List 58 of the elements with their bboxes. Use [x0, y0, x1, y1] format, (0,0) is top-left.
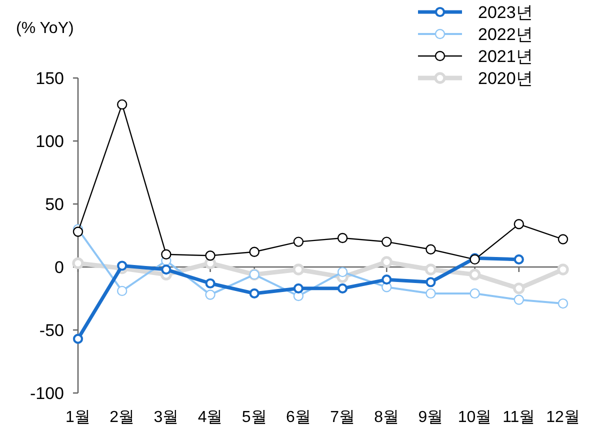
y-tick-label: 0: [54, 258, 64, 277]
x-tick-label: 6월: [286, 409, 311, 426]
x-tick-label: 8월: [374, 409, 400, 426]
legend-label: 2022년: [478, 25, 533, 44]
point: [558, 234, 568, 244]
point: [249, 246, 260, 257]
x-tick-label: 11월: [502, 409, 536, 426]
legend-label: 2020년: [478, 69, 533, 88]
point: [337, 266, 348, 278]
y-axis-title: (% YoY): [16, 20, 74, 37]
point: [468, 268, 481, 280]
point: [161, 249, 172, 260]
point: [72, 257, 84, 270]
legend-label: 2021년: [478, 47, 533, 66]
legend-label: 2023년: [478, 3, 533, 22]
point: [514, 254, 524, 264]
point: [292, 264, 304, 276]
point: [72, 334, 84, 344]
point: [382, 274, 392, 285]
point: [117, 260, 128, 271]
x-tick-label: 10월: [458, 409, 492, 426]
point: [161, 264, 172, 275]
point: [337, 232, 348, 244]
point: [380, 256, 392, 268]
x-tick-label: 7월: [330, 409, 355, 426]
point: [557, 264, 569, 276]
y-tick-label: -100: [30, 384, 64, 403]
point: [382, 236, 392, 247]
y-tick-label: 150: [36, 69, 64, 88]
point: [426, 244, 436, 254]
y-tick-label: 50: [45, 195, 64, 214]
point: [116, 99, 128, 110]
y-tick-label: 100: [36, 132, 64, 151]
point: [249, 288, 260, 299]
point: [293, 283, 304, 294]
point: [205, 250, 216, 261]
x-tick-label: 4월: [198, 409, 223, 426]
point: [205, 278, 216, 288]
x-tick-label: 9월: [418, 409, 444, 426]
point: [514, 219, 524, 230]
x-tick-label: 1월: [66, 409, 90, 426]
point: [205, 290, 216, 300]
point: [72, 226, 84, 237]
point: [514, 294, 524, 305]
x-tick-label: 5월: [242, 409, 267, 426]
point: [513, 282, 525, 294]
y-tick-label: -50: [39, 321, 64, 340]
x-tick-label: 2월: [110, 409, 135, 426]
x-tick-label: 3월: [154, 409, 179, 426]
x-tick-label: 12월: [546, 409, 580, 426]
point: [424, 264, 437, 276]
point: [426, 288, 436, 299]
point: [470, 288, 480, 299]
point: [558, 298, 568, 309]
point: [337, 283, 348, 294]
point: [116, 286, 128, 296]
point: [426, 277, 436, 288]
point: [293, 236, 304, 247]
